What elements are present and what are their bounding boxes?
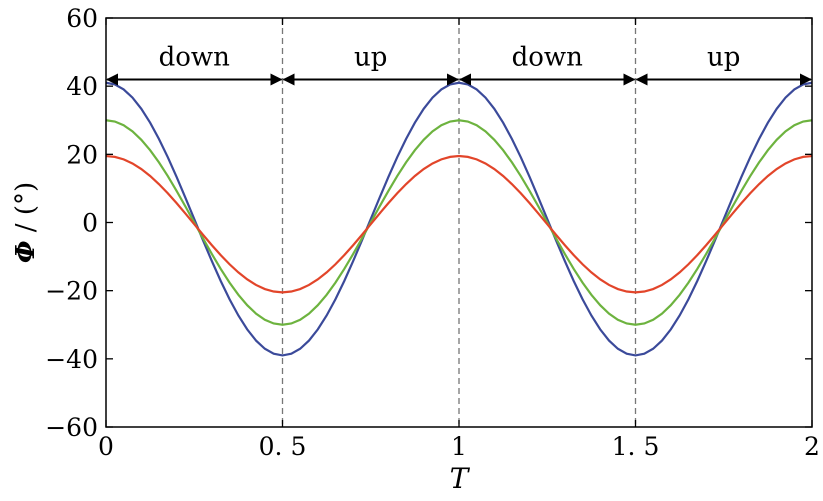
x-axis-title: T <box>450 462 471 495</box>
x-tick-label-3: 1. 5 <box>612 432 660 461</box>
series-line-2 <box>105 154 813 294</box>
y-axis-title: Φ / (°) <box>11 182 41 263</box>
y-tick-label-4: −20 <box>45 277 98 306</box>
x-tick-label-1: 0. 5 <box>259 432 307 461</box>
y-tick-label-6: −60 <box>45 413 98 442</box>
y-tick-label-5: −40 <box>45 345 98 374</box>
y-axis-unit: / (°) <box>11 182 41 241</box>
phase-label-0: down <box>159 42 231 72</box>
phase-label-2: down <box>512 42 584 72</box>
y-axis-symbol: Φ <box>11 240 41 263</box>
x-tick-label-2: 1 <box>451 432 467 461</box>
phase-label-3: up <box>707 42 740 72</box>
x-tick-label-4: 2 <box>804 432 820 461</box>
y-tick-label-3: 0 <box>82 209 98 238</box>
y-tick-label-0: 60 <box>66 4 98 33</box>
axis-ticks <box>105 17 813 428</box>
series-line-1 <box>105 119 813 326</box>
tick-labels: 0 0. 5 1 1. 5 2 60 40 20 0 −20 −40 −60 <box>45 4 820 461</box>
phase-annotations: down up down up <box>106 42 812 86</box>
y-tick-label-2: 20 <box>66 140 98 169</box>
vertical-lines <box>281 18 637 427</box>
y-tick-label-1: 40 <box>66 72 98 101</box>
x-tick-label-0: 0 <box>98 432 114 461</box>
phase-label-1: up <box>354 42 387 72</box>
